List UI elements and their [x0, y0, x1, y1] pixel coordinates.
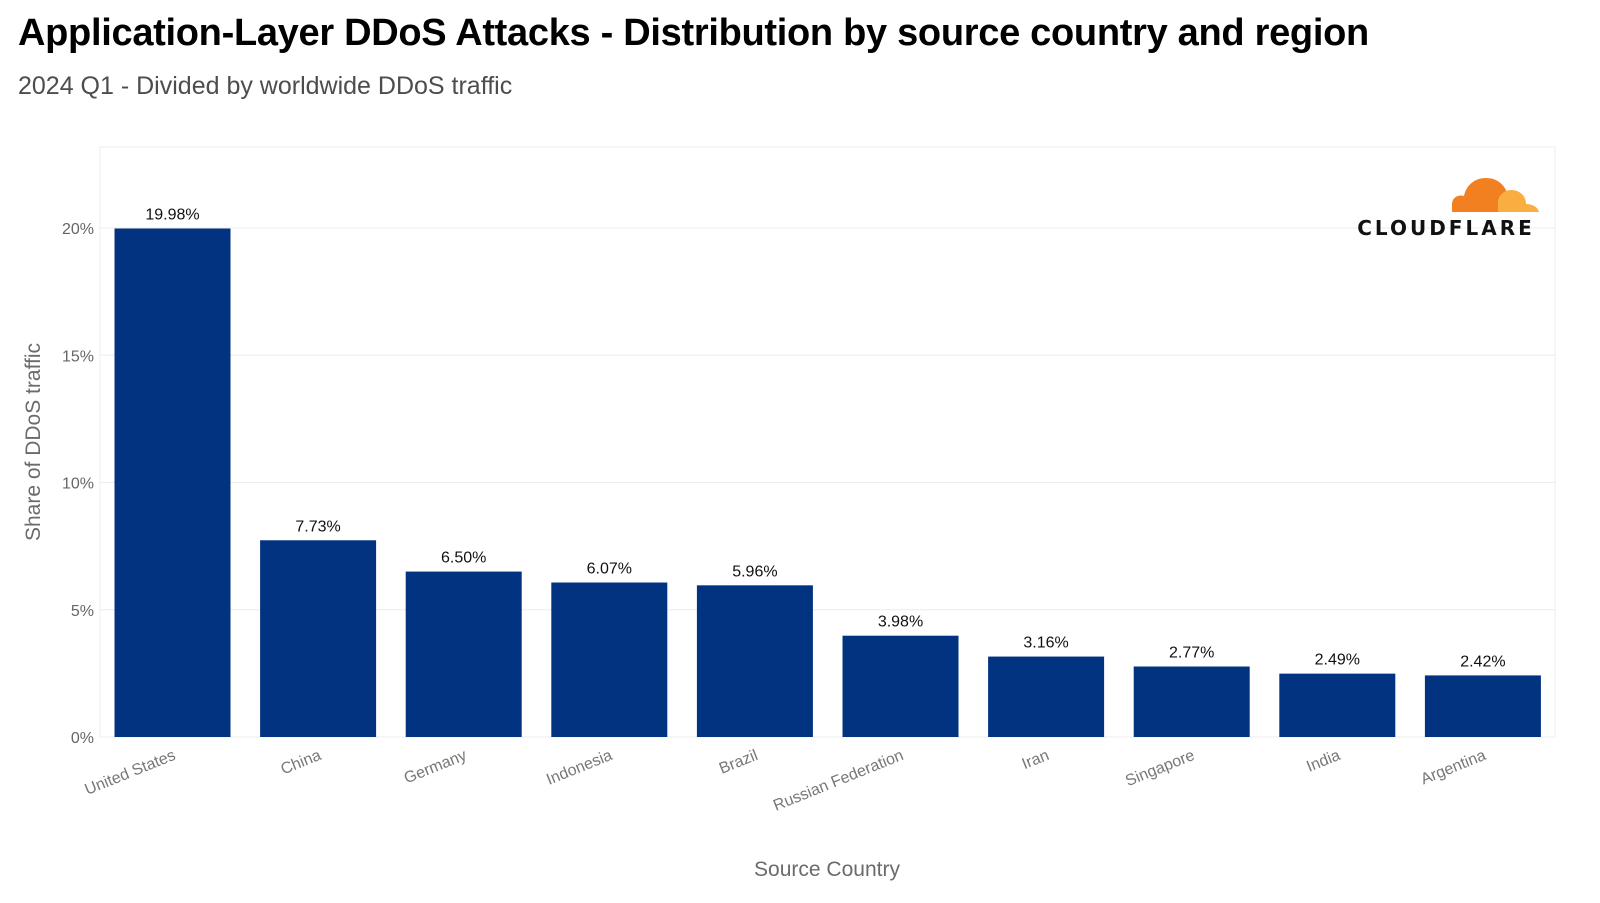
y-tick-label: 0% — [71, 730, 94, 747]
data-label: 2.49% — [1315, 652, 1360, 669]
y-tick-label: 5% — [71, 603, 94, 620]
x-tick-label: India — [1304, 747, 1343, 776]
chart-title: Application-Layer DDoS Attacks - Distrib… — [18, 12, 1369, 54]
x-tick-label: Germany — [402, 747, 469, 787]
x-tick-label: Singapore — [1123, 747, 1197, 790]
x-axis-label: Source Country — [754, 858, 900, 881]
x-tick-label: Iran — [1020, 747, 1052, 773]
x-axis-ticks: United States China Germany Indonesia Brazil… — [83, 747, 1489, 815]
data-labels: 19.98% 7.73% 6.50% 6.07% 5.96% 3.98% 3.16% 2.77… — [145, 207, 1505, 671]
x-tick-label: China — [278, 747, 323, 778]
data-label: 2.77% — [1169, 645, 1214, 662]
bar — [1424, 675, 1541, 737]
y-axis-ticks: 0% 5% 10% 15% 20% — [62, 221, 94, 747]
bars — [114, 228, 1541, 737]
cloudflare-cloud-icon — [1452, 178, 1539, 215]
cloudflare-logo: CLOUDFLARE — [1348, 168, 1548, 244]
x-tick-label: United States — [83, 747, 178, 799]
data-label: 2.42% — [1460, 653, 1505, 670]
logo-wordmark: CLOUDFLARE — [1357, 216, 1535, 240]
bar — [696, 585, 813, 737]
data-label: 19.98% — [145, 207, 199, 224]
x-tick-label: Russian Federation — [771, 747, 906, 815]
y-tick-label: 10% — [62, 476, 94, 493]
x-tick-label: Brazil — [717, 747, 760, 778]
y-axis-label: Share of DDoS traffic — [22, 343, 45, 541]
bar — [551, 582, 668, 737]
bar — [1133, 666, 1250, 737]
x-tick-label: Indonesia — [544, 747, 615, 789]
data-label: 3.16% — [1023, 635, 1068, 652]
y-tick-label: 15% — [62, 348, 94, 365]
y-tick-label: 20% — [62, 221, 94, 238]
chart-subtitle: 2024 Q1 - Divided by worldwide DDoS traf… — [18, 72, 513, 100]
bar — [842, 635, 959, 737]
bar — [405, 571, 522, 737]
data-label: 7.73% — [295, 518, 340, 535]
bar — [114, 228, 231, 737]
x-tick-label: Argentina — [1419, 747, 1489, 788]
data-label: 5.96% — [732, 563, 777, 580]
bar — [988, 656, 1105, 737]
data-label: 3.98% — [878, 614, 923, 631]
bar — [1279, 673, 1396, 737]
bar — [260, 540, 377, 737]
data-label: 6.07% — [587, 561, 632, 578]
data-label: 6.50% — [441, 550, 486, 567]
